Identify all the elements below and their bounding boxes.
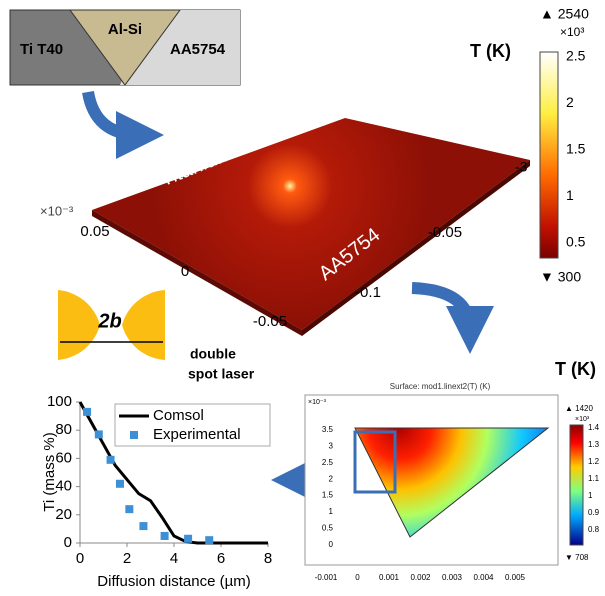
arrow [88,92,140,135]
x-tick-label: 2 [123,550,131,567]
label: 1.1 [588,474,600,483]
data-point [107,456,115,464]
label: AA5754 [170,41,226,58]
label: -0.1 [355,284,381,301]
data-point [125,505,133,513]
label: -0.05 [253,313,287,330]
label: -0.001 [315,573,338,582]
label: ×10⁻³ [308,399,327,406]
label: -3 [515,159,528,175]
label: Ti T40 [20,41,63,58]
laser-spot [122,290,165,360]
label: T (K) [470,41,511,61]
arrow [412,288,470,330]
label: 2 [566,94,574,110]
label: ▼ 708 [565,553,589,562]
label: 0.005 [505,573,526,582]
data-point [116,480,124,488]
data-point [205,536,213,544]
label: 1.5 [322,491,334,500]
label: ×10³ [575,416,590,423]
label: 0.5 [322,524,334,533]
label: ×10³ [560,25,584,39]
label: 0.004 [473,573,494,582]
label: 0.001 [379,573,400,582]
label: 0 [329,540,334,549]
label: 2 [329,474,334,483]
label: 2.5 [322,458,334,467]
label: Al-Si [108,21,142,38]
label: 0.5 [566,234,586,250]
label: 0.003 [442,573,463,582]
label: 0.002 [410,573,431,582]
label: ▲ 1420 [565,404,593,413]
label: Surface: mod1.linext2(T) (K) [390,382,491,391]
label: 0.9 [588,508,600,517]
label: ×10⁻³ [40,203,74,218]
colorbar [570,425,583,545]
figure: Ti T40Al-SiAA5754Titanium T40AA5754×10⁻³… [0,0,605,596]
label: 0 [355,573,360,582]
legend-label: Experimental [153,426,241,443]
data-point [184,535,192,543]
legend-label: Comsol [153,407,204,424]
label: spot laser [188,366,255,382]
y-axis-title: Ti (mass %) [41,432,58,511]
label: 1.3 [588,440,600,449]
x-tick-label: 4 [170,550,178,567]
label: 2.5 [566,48,586,64]
label: 1 [566,187,574,203]
label: T (K) [555,359,596,379]
x-tick-label: 0 [76,550,84,567]
label: 2b [97,310,121,332]
x-axis-title: Diffusion distance (µm) [97,573,250,590]
label: -0.05 [428,224,462,241]
x-tick-label: 8 [264,550,272,567]
legend-swatch [130,431,138,439]
label: 3 [329,442,334,451]
label: 0.05 [80,223,109,240]
label: 3.5 [322,425,334,434]
label: ▼ 300 [540,269,581,285]
label: 1.4 [588,423,600,432]
data-point [95,430,103,438]
data-point [161,532,169,540]
label: 0.8 [588,525,600,534]
data-point [83,408,91,416]
colorbar [540,52,558,258]
label: 1 [588,491,593,500]
label: 0 [181,263,189,280]
laser-spot [58,290,100,360]
y-tick-label: 0 [64,534,72,551]
x-tick-label: 6 [217,550,225,567]
label: 1.5 [566,141,586,157]
label: 1.2 [588,457,600,466]
label: double [190,346,236,362]
y-tick-label: 100 [47,393,72,410]
label: ▲ 2540 [540,6,589,22]
label: 1 [329,507,334,516]
data-point [139,522,147,530]
